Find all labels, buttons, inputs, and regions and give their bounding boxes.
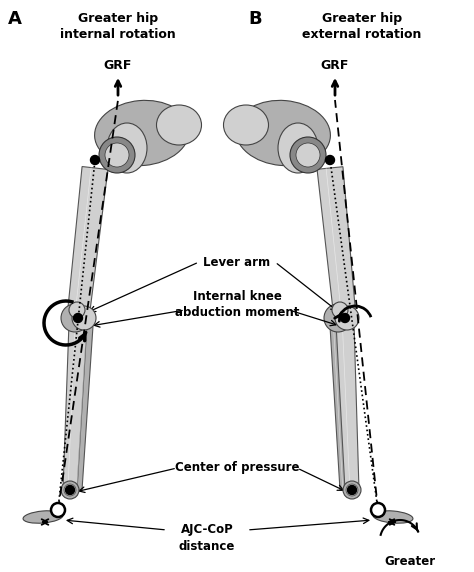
Circle shape bbox=[335, 306, 359, 330]
Text: A: A bbox=[8, 10, 22, 28]
Circle shape bbox=[61, 481, 79, 499]
Polygon shape bbox=[63, 323, 87, 490]
Circle shape bbox=[72, 306, 96, 330]
Ellipse shape bbox=[236, 100, 330, 166]
Ellipse shape bbox=[95, 100, 190, 166]
Circle shape bbox=[296, 143, 320, 167]
Polygon shape bbox=[336, 323, 359, 490]
Circle shape bbox=[64, 484, 76, 496]
Ellipse shape bbox=[224, 105, 268, 145]
Polygon shape bbox=[74, 325, 93, 490]
Circle shape bbox=[73, 313, 82, 323]
Polygon shape bbox=[317, 166, 356, 319]
Text: Internal knee
abduction moment: Internal knee abduction moment bbox=[175, 291, 299, 320]
Circle shape bbox=[91, 156, 100, 165]
Text: Center of pressure: Center of pressure bbox=[175, 462, 299, 475]
Circle shape bbox=[105, 143, 129, 167]
Circle shape bbox=[324, 304, 352, 332]
Circle shape bbox=[340, 313, 349, 323]
Ellipse shape bbox=[156, 105, 201, 145]
Circle shape bbox=[99, 137, 135, 173]
Circle shape bbox=[65, 486, 74, 495]
Circle shape bbox=[332, 302, 348, 318]
Text: Lever arm: Lever arm bbox=[203, 256, 271, 268]
Circle shape bbox=[326, 156, 335, 165]
Ellipse shape bbox=[23, 511, 63, 523]
Text: AJC-CoP
distance: AJC-CoP distance bbox=[179, 523, 235, 553]
Text: B: B bbox=[248, 10, 262, 28]
Circle shape bbox=[371, 503, 385, 517]
Circle shape bbox=[61, 304, 89, 332]
Ellipse shape bbox=[107, 123, 147, 173]
Text: Greater hip
internal rotation: Greater hip internal rotation bbox=[60, 12, 176, 41]
Polygon shape bbox=[67, 166, 108, 319]
Circle shape bbox=[343, 481, 361, 499]
Circle shape bbox=[69, 302, 85, 318]
Text: Greater hip
external rotation: Greater hip external rotation bbox=[302, 12, 422, 41]
Text: Greater
Toe-out: Greater Toe-out bbox=[384, 555, 436, 572]
Ellipse shape bbox=[373, 511, 413, 523]
Circle shape bbox=[346, 484, 358, 496]
Polygon shape bbox=[330, 325, 348, 490]
Circle shape bbox=[51, 503, 65, 517]
Text: GRF: GRF bbox=[104, 59, 132, 72]
Circle shape bbox=[347, 486, 356, 495]
Ellipse shape bbox=[278, 123, 318, 173]
Text: GRF: GRF bbox=[321, 59, 349, 72]
Circle shape bbox=[290, 137, 326, 173]
